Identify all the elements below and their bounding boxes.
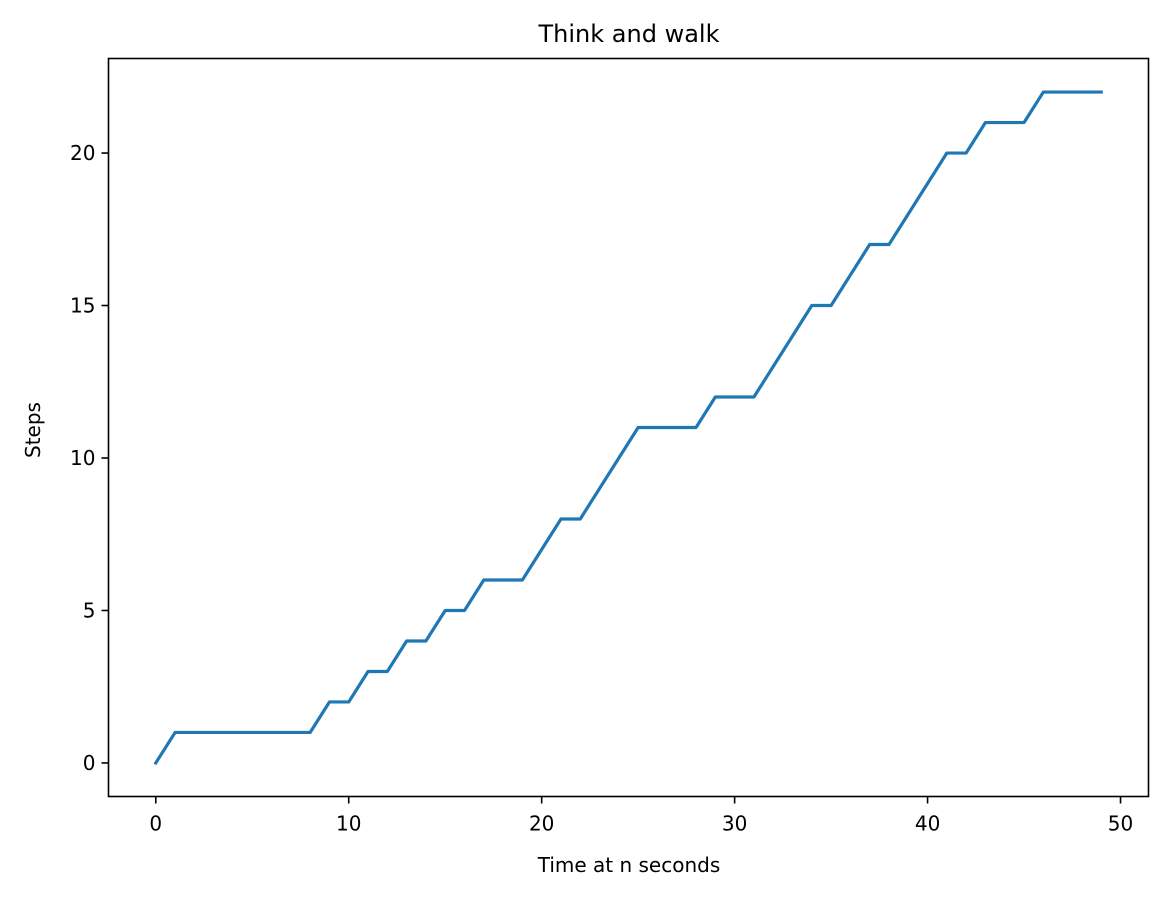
x-tick-label: 40: [915, 812, 940, 836]
y-tick-label: 20: [70, 141, 95, 165]
series-line-0: [153, 90, 1103, 766]
y-tick-label: 5: [83, 598, 96, 622]
y-tick-label: 15: [70, 294, 95, 318]
x-axis-label: Time at n seconds: [537, 853, 721, 877]
axes-frame: [107, 57, 1150, 798]
x-axis-ticks: 0 10 20 30 40 50: [149, 796, 1133, 836]
x-tick-label: 50: [1108, 812, 1133, 836]
x-tick-label: 10: [336, 812, 361, 836]
y-tick-label: 10: [70, 446, 95, 470]
y-tick-label: 0: [83, 751, 96, 775]
x-tick-label: 30: [722, 812, 747, 836]
chart-title: Think and walk: [538, 20, 720, 48]
plot-area: [107, 57, 1150, 798]
y-axis-label: Steps: [21, 402, 45, 458]
y-axis-ticks: 0 5 10 15 20: [70, 141, 109, 775]
x-tick-label: 0: [149, 812, 162, 836]
x-tick-label: 20: [529, 812, 554, 836]
series-layer: [153, 90, 1103, 766]
